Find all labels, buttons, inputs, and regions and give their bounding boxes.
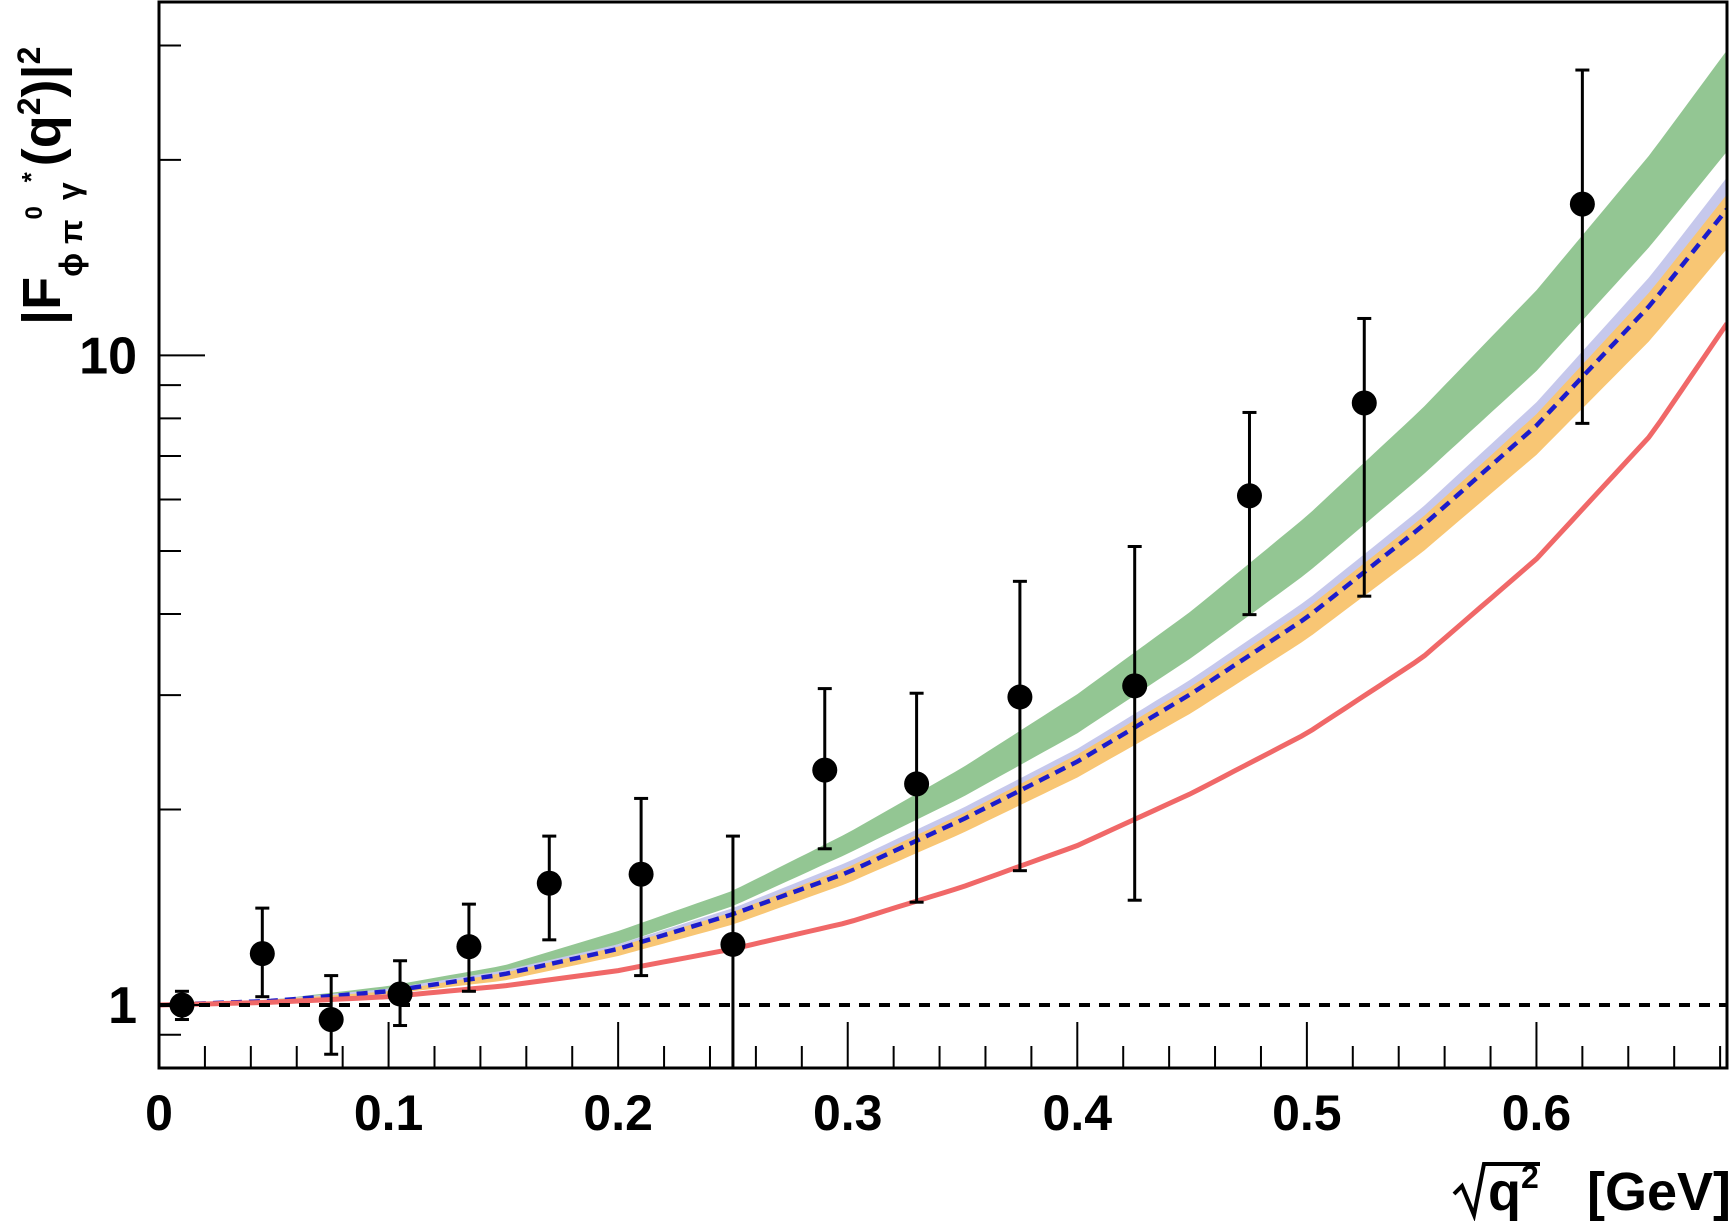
data-point <box>1236 483 1262 509</box>
x-axis-unit: [GeV] <box>1587 1162 1730 1221</box>
blue-dashed-curve <box>159 207 1727 1008</box>
data-point <box>456 934 482 960</box>
x-tick-label: 0.2 <box>583 1085 653 1141</box>
x-tick-label: 0.1 <box>354 1085 424 1141</box>
data-point <box>1351 390 1377 416</box>
data-point <box>1569 191 1595 217</box>
y-tick-label: 10 <box>79 327 137 385</box>
y-tick-label: 1 <box>108 977 137 1035</box>
data-point <box>318 1007 344 1033</box>
data-point <box>812 757 838 783</box>
plot-frame <box>157 0 1729 1070</box>
data-point <box>1007 684 1033 710</box>
red-curve <box>159 322 1727 1008</box>
data-point <box>387 981 413 1007</box>
data-point <box>720 931 746 957</box>
data-points <box>169 68 1595 1070</box>
x-tick-label: 0.3 <box>813 1085 883 1141</box>
theory-bands <box>159 50 1727 1006</box>
x-ticks <box>158 1022 1722 1068</box>
x-tick-label: 0 <box>145 1085 173 1141</box>
data-point <box>536 870 562 896</box>
data-point <box>1122 673 1148 699</box>
x-tick-label: 0.5 <box>1272 1085 1342 1141</box>
theory-lines <box>159 207 1727 1008</box>
data-point <box>249 941 275 967</box>
x-tick-label: 0.4 <box>1043 1085 1113 1141</box>
lavender-band <box>159 177 1727 1006</box>
data-point <box>904 771 930 797</box>
y-ticks <box>159 44 205 1069</box>
y-axis-label: |Fϕ π0γ*(q2)|2 <box>11 47 89 325</box>
x-axis-label: q2 [GeV] <box>1452 1159 1730 1221</box>
y-tick-labels: 1 10 <box>79 327 137 1035</box>
green-band <box>159 50 1727 1005</box>
sqrt-sign-icon <box>1452 1162 1540 1221</box>
data-point <box>628 861 654 887</box>
x-axis-variable-power: 2 <box>1521 1159 1539 1195</box>
x-axis-variable: q <box>1488 1162 1521 1221</box>
svg-text:q2: q2 <box>1488 1159 1539 1221</box>
x-tick-labels: 0 0.1 0.2 0.3 0.4 0.5 0.6 <box>145 1085 1571 1141</box>
x-tick-label: 0.6 <box>1502 1085 1572 1141</box>
